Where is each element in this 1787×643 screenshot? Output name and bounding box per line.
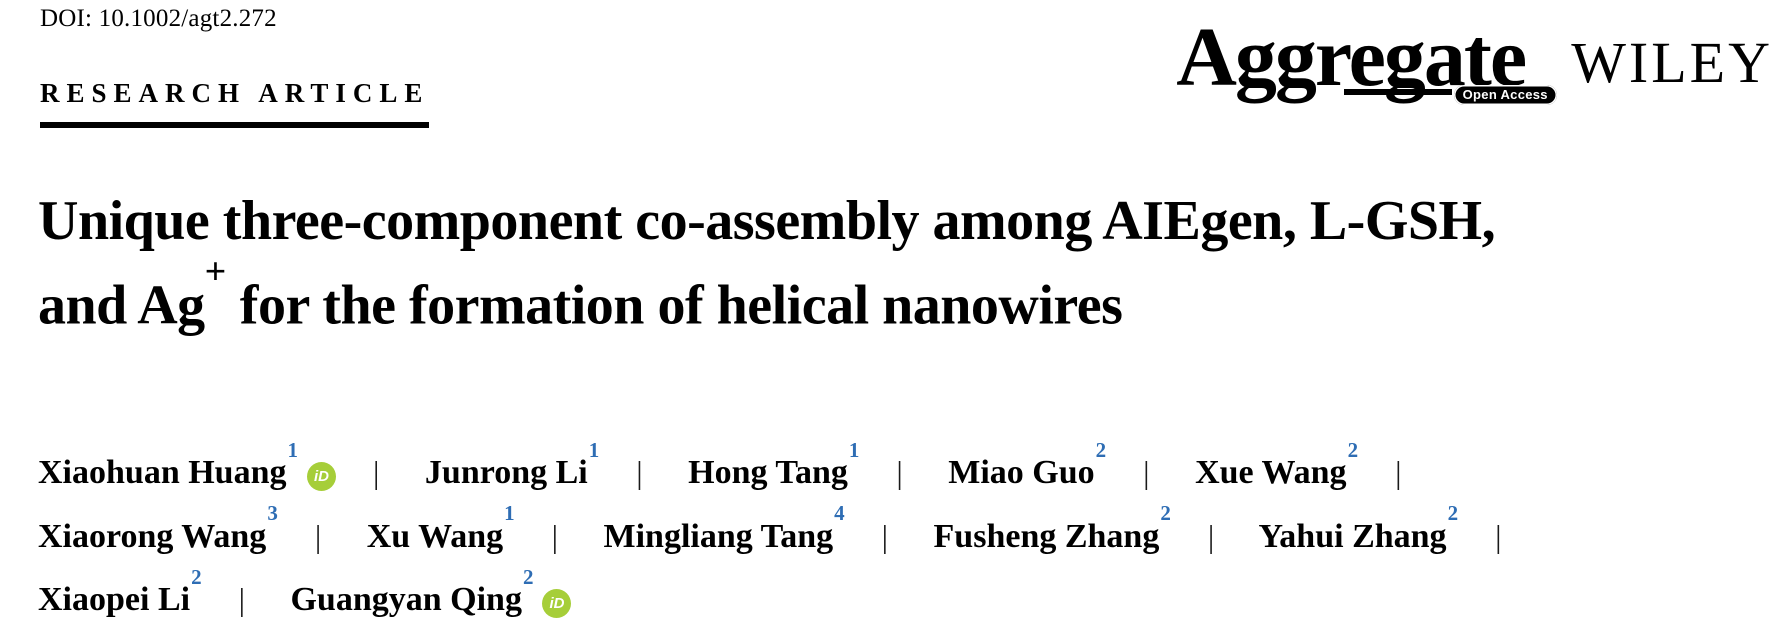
author-name: Mingliang Tang	[603, 517, 834, 555]
author: Xue Wang2 |	[1195, 438, 1438, 492]
doi-text: DOI: 10.1002/agt2.272	[40, 5, 277, 32]
author-name: Yahui Zhang	[1258, 517, 1447, 555]
author-affiliation-superscript: 1	[287, 438, 299, 462]
author-separator: |	[551, 517, 559, 554]
author-separator: |	[636, 454, 643, 491]
author-name: Miao Guo	[948, 454, 1095, 492]
author-name: Xu Wang	[366, 517, 504, 555]
article-type-label: RESEARCH ARTICLE	[40, 78, 430, 128]
author-line: Xiaorong Wang3 | Xu Wang1 | Mingliang Tang…	[38, 500, 1678, 563]
author-line: Xiaohuan Huang1iD | Junrong Li1| Hong Tan…	[38, 437, 1678, 500]
author: Xiaopei Li2 |	[38, 565, 282, 618]
author-name: Xue Wang	[1195, 454, 1347, 492]
author-separator: |	[314, 517, 322, 554]
title-line-2-prefix: and Ag	[38, 274, 205, 337]
wiley-publisher-logo: WILEY	[1571, 30, 1773, 95]
author-affiliation-superscript: 1	[848, 438, 860, 462]
author: Guangyan Qing2 iD	[290, 565, 572, 618]
author-affiliation-superscript: 1	[588, 438, 600, 462]
author: Xiaohuan Huang1 iD |	[38, 438, 416, 492]
author: Hong Tang1 |	[688, 438, 940, 492]
author-name: Xiaopei Li	[38, 580, 191, 618]
journal-branding: Aggregate Open Access WILEY	[1176, 12, 1773, 105]
title-line-1: Unique three-component co-assembly among…	[38, 190, 1496, 252]
author-separator: |	[373, 454, 380, 491]
article-title: Unique three-component co-assembly among…	[38, 186, 1638, 342]
author: Xiaorong Wang3 |	[38, 501, 358, 555]
orcid-icon[interactable]: iD	[307, 462, 336, 492]
author-separator: |	[1143, 454, 1150, 491]
logo-underline	[1343, 89, 1452, 95]
open-access-badge: Open Access	[1453, 85, 1557, 105]
author-affiliation-superscript: 2	[191, 564, 202, 589]
author: Fusheng Zhang2 |	[933, 501, 1252, 555]
author: Junrong Li1 |	[424, 438, 680, 492]
author-separator: |	[881, 517, 889, 554]
author-name: Junrong Li	[424, 454, 588, 492]
title-superscript-plus: +	[204, 251, 227, 293]
author: Miao Guo2 |	[948, 438, 1186, 492]
author-name: Xiaohuan Huang	[38, 454, 287, 492]
author-affiliation-superscript: 2	[1347, 438, 1359, 462]
author-separator: |	[1495, 517, 1502, 554]
author-name: Hong Tang	[688, 454, 848, 492]
orcid-icon-label: iD	[549, 594, 565, 612]
author: Yahui Zhang2 |	[1258, 501, 1539, 555]
author-affiliation-superscript: 2	[1095, 438, 1107, 462]
author-separator: |	[1395, 454, 1402, 491]
author-affiliation-superscript: 2	[1447, 501, 1459, 526]
orcid-icon-label: iD	[314, 468, 329, 486]
author-name: Fusheng Zhang	[933, 517, 1160, 555]
author-separator: |	[1207, 517, 1215, 554]
author-line: Xiaopei Li2| Guangyan Qing2iD	[38, 564, 1678, 627]
author-affiliation-superscript: 2	[1160, 501, 1171, 526]
author-name: Guangyan Qing	[290, 580, 522, 618]
aggregate-journal-logo: Aggregate Open Access	[1176, 12, 1557, 105]
author-name: Xiaorong Wang	[38, 517, 267, 555]
author-separator: |	[238, 580, 245, 617]
author-affiliation-superscript: 2	[522, 564, 534, 589]
author-affiliation-superscript: 1	[504, 501, 515, 526]
author-affiliation-superscript: 4	[834, 501, 845, 526]
author-affiliation-superscript: 3	[267, 501, 278, 526]
author: Xu Wang1 |	[366, 501, 595, 555]
author-separator: |	[896, 454, 903, 491]
author-list: Xiaohuan Huang1iD | Junrong Li1| Hong Tan…	[38, 437, 1678, 627]
title-line-2-suffix: for the formation of helical nanowires	[226, 274, 1123, 337]
orcid-icon[interactable]: iD	[542, 588, 572, 618]
author: Mingliang Tang4 |	[603, 501, 926, 555]
